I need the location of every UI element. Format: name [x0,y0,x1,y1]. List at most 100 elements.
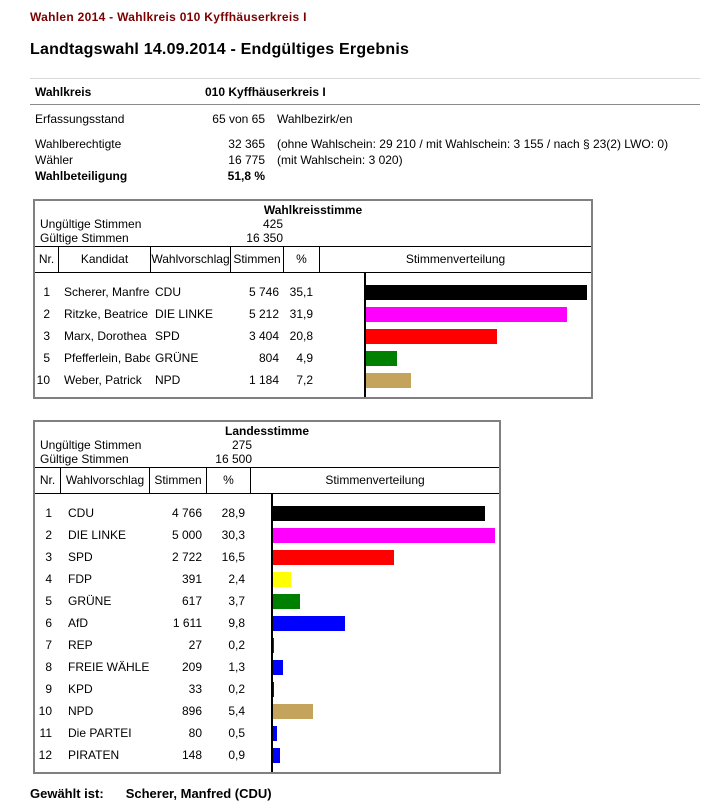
divider-top [30,78,700,79]
col-header-stimmen: Stimmen [230,247,283,272]
valid-votes-label: Gültige Stimmen [40,231,129,245]
invalid-votes-row: Ungültige Stimmen 425 [40,217,586,231]
site-header: Wahlen 2014 - Wahlkreis 010 Kyffhäuserkr… [30,10,307,24]
landesstimme-table: Landesstimme Ungültige Stimmen 275 Gülti… [33,420,501,774]
cell-nr: 9 [45,682,52,696]
cell-nr: 3 [43,329,50,343]
summary-note: Wahlbezirk/en [277,112,353,126]
cell-pct: 0,9 [228,748,245,762]
wahlkreis-label: Wahlkreis [35,85,92,99]
wahlkreis-row: Wahlkreis 010 Kyffhäuserkreis I [30,79,706,104]
cell-bar [250,615,499,631]
cell-nr: 10 [36,373,50,387]
invalid-votes-value: 425 [262,217,283,231]
col-header-pct: % [206,468,250,493]
valid-votes-row: Gültige Stimmen 16 350 [40,231,586,245]
chart-axis-line [364,273,366,397]
cell-bar [319,372,591,388]
cell-wahlvorschlag: NPD [155,373,181,387]
elected-value: Scherer, Manfred (CDU) [125,786,272,801]
cell-stimmen: 27 [188,638,202,652]
vote-bar [273,659,283,675]
cell-stimmen: 1 611 [172,616,202,630]
cell-pct: 30,3 [221,528,245,542]
table-header-row: Nr. Wahlvorschlag Stimmen % Stimmenverte… [35,467,499,494]
table-caption: Wahlkreisstimme Ungültige Stimmen 425 Gü… [35,201,591,246]
table-row: 2 Ritzke, Beatrice DIE LINKE 5 212 31,9 [35,303,591,325]
col-header-stimmen: Stimmen [149,468,206,493]
cell-kandidat: Scherer, Manfred [64,285,150,299]
cell-bar [319,284,591,300]
vote-bar [273,725,277,741]
table-row: 11 Die PARTEI 80 0,5 [35,722,499,744]
summary-block: Erfassungsstand 65 von 65 Wahlbezirk/en … [30,111,706,184]
table-row: 10 Weber, Patrick NPD 1 184 7,2 [35,369,591,391]
valid-votes-label: Gültige Stimmen [40,452,129,466]
cell-wahlvorschlag: DIE LINKE [68,528,127,542]
cell-nr: 12 [38,748,52,762]
cell-wahlvorschlag: KPD [68,682,93,696]
wahlkreisstimme-table: Wahlkreisstimme Ungültige Stimmen 425 Gü… [33,199,593,399]
cell-nr: 8 [45,660,52,674]
cell-bar [250,571,499,587]
cell-pct: 0,2 [228,682,245,696]
cell-bar [250,505,499,521]
table-caption: Landesstimme Ungültige Stimmen 275 Gülti… [35,422,499,467]
vote-bar [366,350,397,366]
cell-wahlvorschlag: GRÜNE [155,351,199,365]
col-header-stimmenverteilung: Stimmenverteilung [250,468,499,493]
summary-value: 65 von 65 [212,112,265,126]
cell-wahlvorschlag: CDU [68,506,94,520]
cell-pct: 4,9 [296,351,313,365]
vote-bar [273,681,275,697]
summary-value: 51,8 % [227,169,265,183]
col-header-wahlvorschlag: Wahlvorschlag [150,247,230,272]
valid-votes-row: Gültige Stimmen 16 500 [40,452,494,466]
cell-stimmen: 33 [188,682,202,696]
cell-wahlvorschlag: FDP [68,572,92,586]
cell-nr: 7 [45,638,52,652]
cell-pct: 9,8 [228,616,245,630]
table-row: 1 Scherer, Manfred CDU 5 746 35,1 [35,281,591,303]
cell-stimmen: 804 [258,351,279,365]
cell-stimmen: 1 184 [248,373,279,387]
cell-wahlvorschlag: PIRATEN [68,748,120,762]
cell-wahlvorschlag: AfD [68,616,89,630]
cell-nr: 5 [43,351,50,365]
cell-stimmen: 617 [181,594,202,608]
cell-wahlvorschlag: NPD [68,704,94,718]
cell-stimmen: 5 212 [248,307,279,321]
table-title: Wahlkreisstimme [263,203,363,217]
table-row: 8 FREIE WÄHLER 209 1,3 [35,656,499,678]
cell-nr: 6 [45,616,52,630]
cell-pct: 5,4 [228,704,245,718]
cell-bar [250,703,499,719]
cell-stimmen: 2 722 [171,550,202,564]
cell-nr: 1 [43,285,50,299]
summary-label: Wahlbeteiligung [35,169,128,183]
summary-row: Wähler 16 775 (mit Wahlschein: 3 020) [30,152,706,168]
cell-nr: 2 [45,528,52,542]
col-header-nr: Nr. [39,473,56,487]
vote-bar [273,527,495,543]
cell-pct: 7,2 [296,373,313,387]
table-row: 1 CDU 4 766 28,9 [35,502,499,524]
cell-nr: 10 [38,704,52,718]
cell-bar [319,306,591,322]
cell-bar [250,747,499,763]
cell-wahlvorschlag: REP [68,638,93,652]
vote-bar [366,306,567,322]
chart-axis-line [271,494,273,772]
vote-bar [366,284,587,300]
cell-bar [250,593,499,609]
summary-value: 32 365 [228,137,265,151]
cell-pct: 2,4 [228,572,245,586]
cell-pct: 0,2 [228,638,245,652]
vote-bar [366,372,412,388]
vote-bar [273,747,280,763]
cell-nr: 5 [45,594,52,608]
vote-bar [273,615,345,631]
col-header-kandidat: Kandidat [58,247,150,272]
cell-wahlvorschlag: SPD [68,550,93,564]
